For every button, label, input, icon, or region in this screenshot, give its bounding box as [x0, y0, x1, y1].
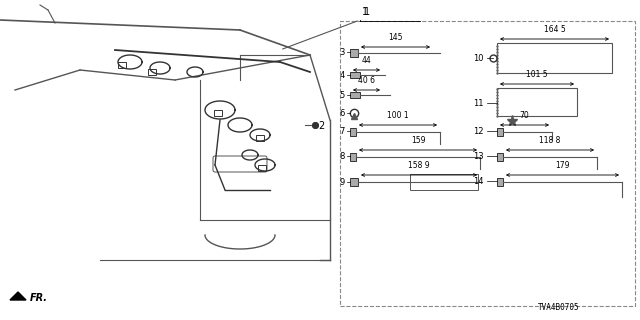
- Bar: [350, 92, 360, 98]
- Text: 164 5: 164 5: [543, 25, 565, 34]
- Text: 6: 6: [340, 108, 345, 117]
- Bar: [350, 72, 360, 78]
- Text: 9: 9: [340, 178, 345, 187]
- Text: 118 8: 118 8: [540, 136, 561, 145]
- Bar: [350, 153, 356, 161]
- Text: 70: 70: [520, 111, 529, 120]
- Text: 11: 11: [474, 99, 484, 108]
- Bar: [497, 43, 612, 73]
- Bar: [148, 69, 156, 75]
- Text: 1: 1: [364, 7, 370, 17]
- Bar: [497, 88, 577, 116]
- Text: 158 9: 158 9: [408, 161, 430, 170]
- Text: 100 1: 100 1: [387, 111, 409, 120]
- Bar: [258, 165, 266, 171]
- Bar: [350, 128, 356, 136]
- Bar: [340, 21, 635, 306]
- Bar: [118, 62, 126, 68]
- Bar: [410, 174, 478, 190]
- Text: 40 6: 40 6: [358, 76, 375, 85]
- Text: 145: 145: [388, 33, 403, 42]
- Text: TVA4B0705: TVA4B0705: [538, 303, 580, 312]
- Text: 44: 44: [362, 56, 371, 65]
- Text: 10: 10: [474, 53, 484, 62]
- Text: 7: 7: [340, 126, 345, 135]
- Text: 8: 8: [340, 151, 345, 161]
- Text: 2: 2: [318, 121, 324, 131]
- Bar: [256, 135, 264, 141]
- Text: 101 5: 101 5: [526, 70, 548, 79]
- Text: 1: 1: [362, 7, 368, 17]
- Bar: [497, 153, 503, 161]
- Polygon shape: [10, 292, 26, 300]
- Text: 12: 12: [474, 126, 484, 135]
- Bar: [350, 49, 358, 57]
- Text: 159: 159: [411, 136, 425, 145]
- Text: 179: 179: [556, 161, 570, 170]
- Text: FR.: FR.: [30, 293, 48, 303]
- Bar: [350, 178, 358, 186]
- Bar: [497, 178, 503, 186]
- Text: 5: 5: [340, 91, 345, 100]
- Text: 14: 14: [474, 177, 484, 186]
- Text: 3: 3: [340, 47, 345, 57]
- Text: 13: 13: [474, 151, 484, 161]
- Bar: [214, 110, 222, 116]
- Bar: [497, 128, 503, 136]
- Text: 4: 4: [340, 70, 345, 79]
